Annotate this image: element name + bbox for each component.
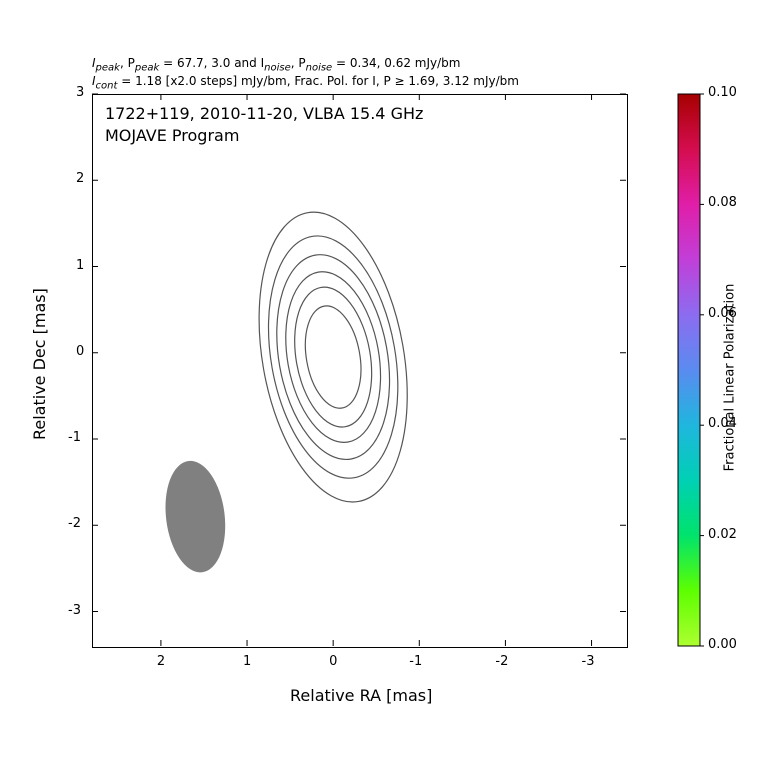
- x-tick-label: -1: [409, 654, 422, 669]
- y-tick-label: 1: [76, 258, 84, 273]
- x-tick-label: -3: [582, 654, 595, 669]
- x-tick-label: 2: [157, 654, 165, 669]
- y-tick-label: 3: [76, 85, 84, 100]
- x-tick-label: 1: [243, 654, 251, 669]
- colorbar-tick-label: 0.04: [708, 416, 737, 431]
- y-tick-label: -3: [68, 603, 81, 618]
- y-tick-label: -1: [68, 430, 81, 445]
- colorbar-tick-label: 0.06: [708, 306, 737, 321]
- plot-title-line2: MOJAVE Program: [105, 126, 239, 145]
- plot-title-line1: 1722+119, 2010-11-20, VLBA 15.4 GHz: [105, 104, 423, 123]
- header-line-2: Icont = 1.18 [x2.0 steps] mJy/bm, Frac. …: [92, 74, 519, 91]
- colorbar-tick-label: 0.10: [708, 85, 737, 100]
- x-tick-label: 0: [329, 654, 337, 669]
- y-tick-label: -2: [68, 516, 81, 531]
- header-line-1: Ipeak, Ppeak = 67.7, 3.0 and Inoise, Pno…: [92, 56, 460, 73]
- y-axis-label: Relative Dec [mas]: [30, 288, 49, 440]
- colorbar-tick-label: 0.02: [708, 527, 737, 542]
- x-axis-label: Relative RA [mas]: [290, 686, 432, 705]
- x-tick-label: -2: [495, 654, 508, 669]
- plot-area: [92, 94, 628, 648]
- y-tick-label: 0: [76, 344, 84, 359]
- colorbar-tick-label: 0.08: [708, 195, 737, 210]
- colorbar-tick-label: 0.00: [708, 637, 737, 652]
- y-tick-label: 2: [76, 171, 84, 186]
